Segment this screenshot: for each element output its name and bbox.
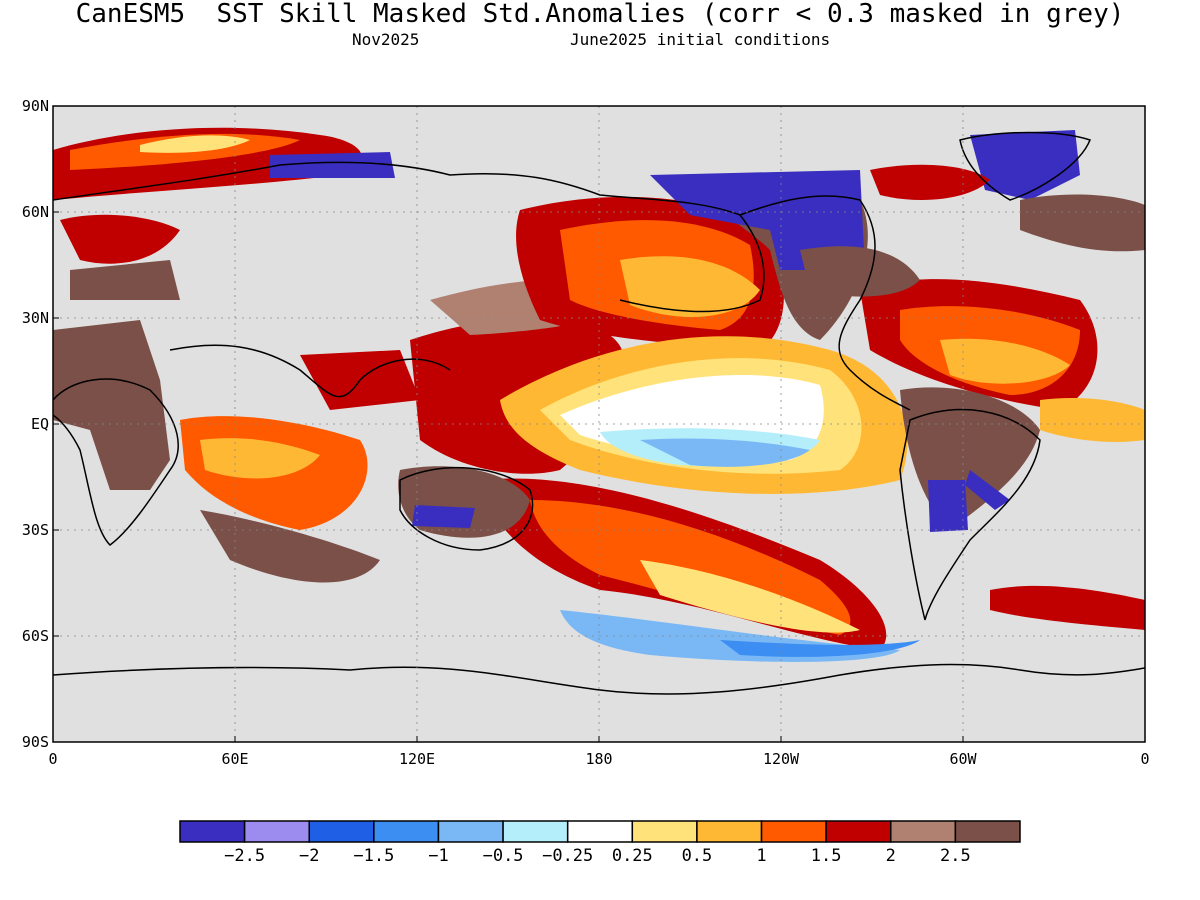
south-atlantic-blue: [928, 480, 968, 532]
north-atlantic-east-brown: [1020, 194, 1145, 252]
africa-brown: [53, 320, 170, 490]
lon-tick-label: 60E: [221, 750, 248, 768]
lat-tick-label: 90N: [22, 97, 49, 115]
colorbar-swatch: [502, 820, 569, 843]
colorbar-label: 0.25: [612, 846, 653, 866]
tropical-atlantic-orange: [1040, 398, 1145, 442]
coastline-south-asia: [169, 344, 451, 398]
colorbar-label: 2: [886, 846, 896, 866]
lat-tick-label: 30N: [22, 309, 49, 327]
valid-month-label: Nov2025: [352, 30, 420, 49]
lon-tick-label: 60W: [949, 750, 977, 768]
lat-tick-label: 60S: [22, 627, 49, 645]
gridlines: [53, 106, 1145, 742]
canada-blue: [650, 170, 865, 270]
colorbar-swatch: [954, 820, 1021, 843]
lon-tick-label: 120W: [763, 750, 800, 768]
equatorial-blue: [640, 438, 810, 467]
lon-tick-label: 0: [1140, 750, 1149, 768]
colorbar-swatch: [890, 820, 957, 843]
lon-tick-label: 0: [48, 750, 57, 768]
greenland-sea-red: [870, 164, 990, 200]
lat-tick-label: 30S: [22, 521, 49, 539]
map-title: CanESM5 SST Skill Masked Std.Anomalies (…: [75, 0, 1125, 29]
mediterranean-orange: [70, 260, 180, 300]
colorbar-label: −1.5: [353, 846, 394, 866]
anomaly-field: [53, 127, 1145, 662]
colorbar-label: −2: [299, 846, 319, 866]
subpolar-atlantic-brown: [800, 246, 920, 297]
australia-blue-patch: [412, 505, 475, 528]
colorbar-labels: −2.5 −2 −1.5 −1 −0.5 −0.25 0.25 0.5 1 1.5 2 2.5: [224, 846, 971, 866]
north-atlantic-yellow: [940, 338, 1070, 384]
coastline-australia: [399, 466, 534, 551]
colorbar-swatch: [566, 820, 634, 843]
colorbar-label: −1: [428, 846, 448, 866]
indian-ocean-south-brown: [200, 510, 380, 583]
north-pacific-yellow: [620, 256, 760, 317]
arctic-yellow-patch: [140, 135, 250, 153]
coastlines: [53, 131, 1145, 695]
coastline-greenland: [959, 131, 1091, 201]
indian-ocean-yellow: [200, 438, 320, 479]
south-atlantic-red: [990, 585, 1145, 630]
coastline-south-america: [899, 408, 1041, 621]
colorbar: [179, 820, 1021, 843]
colorbar-label: 2.5: [940, 846, 971, 866]
colorbar-swatch: [696, 820, 763, 843]
south-atlantic-blue-east: [965, 470, 1010, 510]
south-pacific-yellow: [640, 560, 860, 633]
lat-tick-label: EQ: [31, 415, 49, 433]
coastline-antarctica: [53, 663, 1145, 695]
colorbar-swatch: [373, 820, 440, 843]
colorbar-swatch: [631, 820, 698, 843]
lon-tick-label: 180: [585, 750, 612, 768]
colorbar-swatch: [308, 820, 375, 843]
mediterranean-warm: [60, 214, 180, 264]
coastline-africa: [53, 378, 179, 546]
arctic-blue-patch: [270, 152, 395, 178]
colorbar-label: −0.5: [483, 846, 524, 866]
southern-ocean-light-blue: [720, 640, 920, 657]
longitude-labels: 0 60E 120E 180 120W 60W 0: [48, 736, 1150, 768]
coastline-north-america: [739, 195, 911, 411]
labrador-blue: [970, 130, 1080, 200]
coastline-eurasia: [53, 161, 765, 313]
latitude-labels: 90N 60N 30N EQ 30S 60S 90S: [22, 97, 59, 751]
colorbar-swatch: [825, 820, 892, 843]
colorbar-label: 1: [756, 846, 766, 866]
colorbar-swatch: [760, 820, 827, 843]
colorbar-label: 0.5: [682, 846, 713, 866]
colorbar-swatch: [243, 820, 310, 843]
colorbar-swatch: [437, 820, 504, 843]
colorbar-label: −0.25: [542, 846, 593, 866]
colorbar-label: 1.5: [811, 846, 842, 866]
colorbar-swatch: [179, 820, 246, 843]
lat-tick-label: 90S: [22, 733, 49, 751]
colorbar-label: −2.5: [224, 846, 265, 866]
lon-tick-label: 120E: [399, 750, 435, 768]
lat-tick-label: 60N: [22, 203, 49, 221]
initial-conditions-label: June2025 initial conditions: [570, 30, 831, 49]
